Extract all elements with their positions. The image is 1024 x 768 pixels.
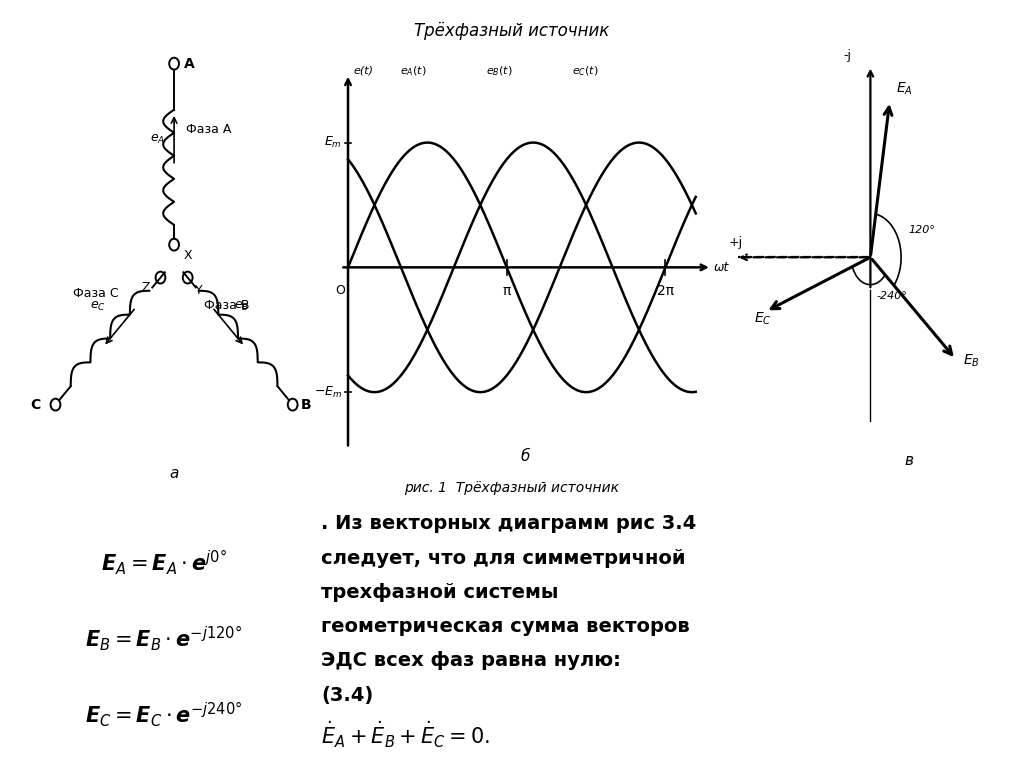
Text: $e_B$: $e_B$ (233, 300, 249, 313)
Text: -240°: -240° (877, 291, 907, 301)
Text: $E_m$: $E_m$ (325, 135, 342, 150)
Text: -j: -j (843, 49, 851, 62)
Text: в: в (904, 453, 913, 468)
Text: A: A (184, 57, 195, 71)
Text: π: π (503, 283, 511, 297)
Text: $e_C$: $e_C$ (90, 300, 105, 313)
Text: e(t): e(t) (353, 66, 373, 76)
Text: $e_A$: $e_A$ (150, 133, 165, 146)
Text: O: O (336, 283, 345, 296)
Text: X: X (184, 250, 193, 262)
Text: $\boldsymbol{E}_B = \boldsymbol{E}_B \cdot \boldsymbol{e}^{-j120°}$: $\boldsymbol{E}_B = \boldsymbol{E}_B \cd… (85, 624, 243, 653)
Text: $\boldsymbol{E}_C = \boldsymbol{E}_C \cdot \boldsymbol{e}^{-j240°}$: $\boldsymbol{E}_C = \boldsymbol{E}_C \cd… (85, 700, 243, 729)
Text: $E_A$: $E_A$ (896, 80, 912, 97)
Text: . Из векторных диаграмм рис 3.4: . Из векторных диаграмм рис 3.4 (322, 515, 696, 534)
Text: Трёхфазный источник: Трёхфазный источник (415, 22, 609, 40)
Text: Фаза A: Фаза A (186, 123, 231, 136)
Text: C: C (30, 398, 40, 412)
Text: б: б (520, 449, 529, 464)
Text: $e_B(t)$: $e_B(t)$ (486, 64, 513, 78)
Text: (3.4): (3.4) (322, 686, 374, 704)
Text: $e_C(t)$: $e_C(t)$ (572, 64, 599, 78)
Text: ЭДС всех фаз равна нулю:: ЭДС всех фаз равна нулю: (322, 651, 622, 670)
Text: 120°: 120° (909, 225, 936, 235)
Text: Y: Y (195, 284, 203, 297)
Text: $-E_m$: $-E_m$ (313, 385, 342, 399)
Text: +j: +j (728, 237, 742, 250)
Text: а: а (169, 466, 179, 482)
Text: 2π: 2π (656, 283, 674, 297)
Text: трехфазной системы: трехфазной системы (322, 583, 559, 602)
Text: Z: Z (141, 281, 150, 293)
Text: $e_A(t)$: $e_A(t)$ (400, 64, 427, 78)
Text: $E_B$: $E_B$ (964, 353, 980, 369)
Text: Фаза C: Фаза C (74, 287, 119, 300)
Text: следует, что для симметричной: следует, что для симметричной (322, 548, 686, 568)
Text: рис. 1  Трёхфазный источник: рис. 1 Трёхфазный источник (404, 481, 620, 495)
Text: Фаза B: Фаза B (204, 299, 250, 312)
Text: $\boldsymbol{E}_A = \boldsymbol{E}_A \cdot \boldsymbol{e}^{j0°}$: $\boldsymbol{E}_A = \boldsymbol{E}_A \cd… (100, 548, 227, 577)
Text: геометрическая сумма векторов: геометрическая сумма векторов (322, 617, 690, 636)
Text: ωt: ωt (715, 261, 730, 274)
Text: $\dot{E}_A + \dot{E}_B + \dot{E}_C = 0.$: $\dot{E}_A + \dot{E}_B + \dot{E}_C = 0.$ (322, 720, 490, 750)
Text: B: B (300, 398, 311, 412)
Text: $E_C$: $E_C$ (755, 310, 772, 327)
